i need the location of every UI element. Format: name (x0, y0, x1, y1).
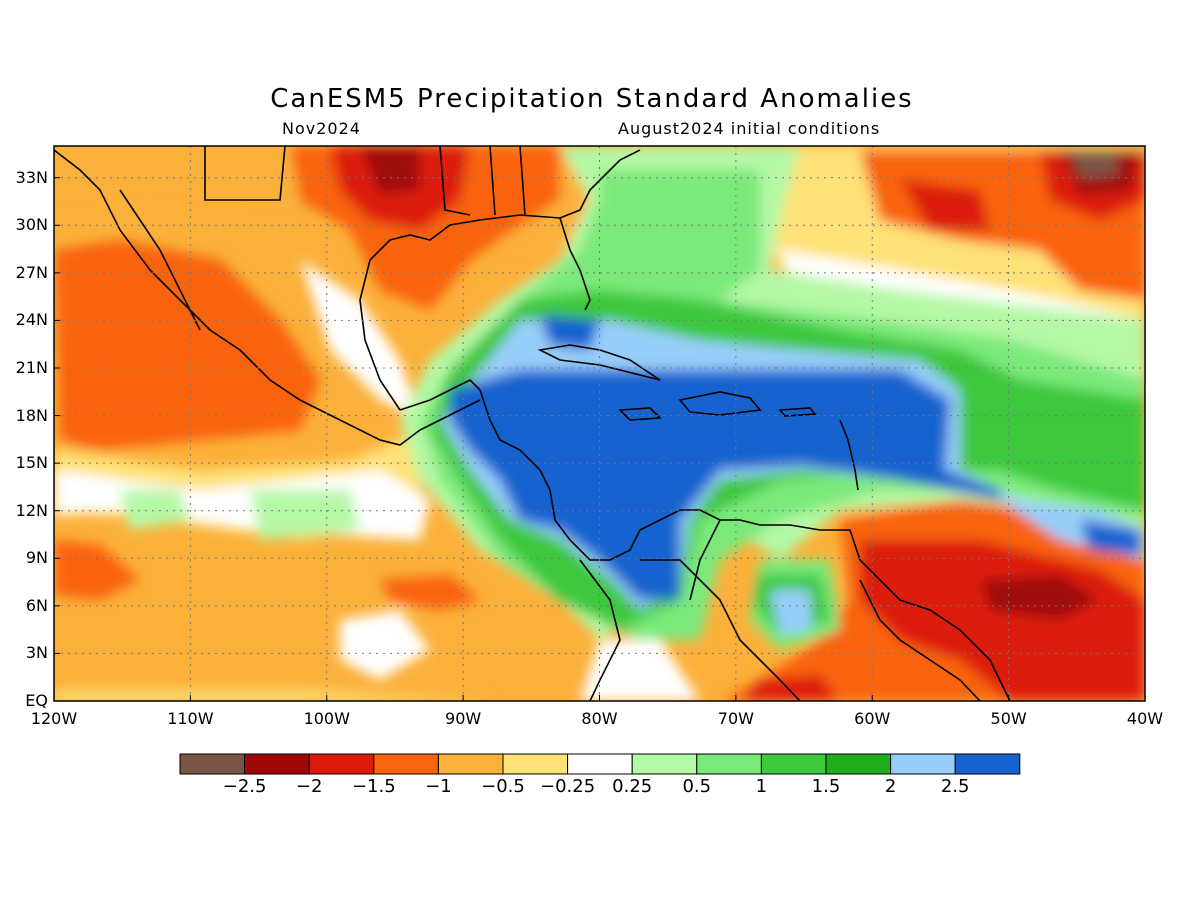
lon-tick-label: 90W (445, 709, 482, 728)
lat-tick-label: 33N (15, 167, 48, 187)
lat-tick-label: 30N (15, 215, 48, 235)
initial-conditions: August2024 initial conditions (618, 119, 881, 138)
lon-tick-label: 70W (717, 709, 754, 728)
colorbar-label: −1 (425, 776, 452, 797)
colorbar-swatch (696, 753, 762, 775)
colorbar-swatch (437, 753, 504, 775)
colorbar-label: 1.5 (811, 776, 841, 797)
anomaly-field (54, 146, 1145, 701)
lat-tick-label: 15N (15, 453, 48, 473)
colorbar-label: 2.5 (940, 776, 970, 797)
colorbar-label: −0.5 (481, 776, 525, 797)
lat-tick-label: 6N (25, 595, 48, 615)
colorbar-label: 0.5 (682, 776, 712, 797)
colorbar-label: 1 (755, 776, 768, 797)
lon-tick-label: 50W (990, 709, 1027, 728)
axis-ticks (53, 177, 1146, 702)
lat-tick-label: 24N (15, 310, 48, 330)
colorbar-swatch (179, 753, 246, 775)
lon-tick-label: 40W (1126, 709, 1164, 728)
lon-tick-label: 80W (581, 709, 618, 728)
colorbar-swatch (373, 753, 439, 775)
colorbar-label: −2 (295, 776, 323, 797)
lon-tick-label: 60W (854, 709, 891, 728)
lat-tick-label: 27N (15, 262, 48, 282)
gridlines (54, 146, 1145, 701)
colorbar-swatch (567, 753, 633, 775)
colorbar-swatch (954, 753, 1021, 775)
lon-tick-label: 110W (167, 709, 214, 728)
lon-tick-label: 120W (30, 709, 78, 728)
lat-tick-label: 18N (15, 405, 48, 425)
colorbar-swatch (760, 753, 827, 775)
lat-tick-label: 21N (15, 358, 48, 377)
lat-tick-label: 3N (25, 643, 48, 663)
lat-tick-label: 12N (15, 500, 48, 520)
lat-tick-label: 9N (25, 548, 48, 568)
colorbar-swatch (825, 753, 892, 775)
colorbar-label: 0.25 (612, 776, 653, 797)
colorbar-swatch (631, 753, 698, 775)
lat-tick-label: EQ (25, 691, 48, 710)
forecast-month: Nov2024 (282, 119, 361, 138)
colorbar-label: −0.25 (540, 776, 596, 797)
lon-tick-label: 100W (303, 709, 350, 728)
map-title: CanESM5 Precipitation Standard Anomalies (270, 84, 914, 114)
colorbar-label: −1.5 (351, 776, 396, 797)
colorbar (179, 753, 1021, 775)
colorbar-swatch (502, 753, 569, 775)
colorbar-swatch (308, 753, 375, 775)
colorbar-swatch (890, 753, 956, 775)
colorbar-swatch (244, 753, 310, 775)
colorbar-label: −2.5 (222, 776, 267, 797)
colorbar-label: 2 (884, 776, 897, 797)
